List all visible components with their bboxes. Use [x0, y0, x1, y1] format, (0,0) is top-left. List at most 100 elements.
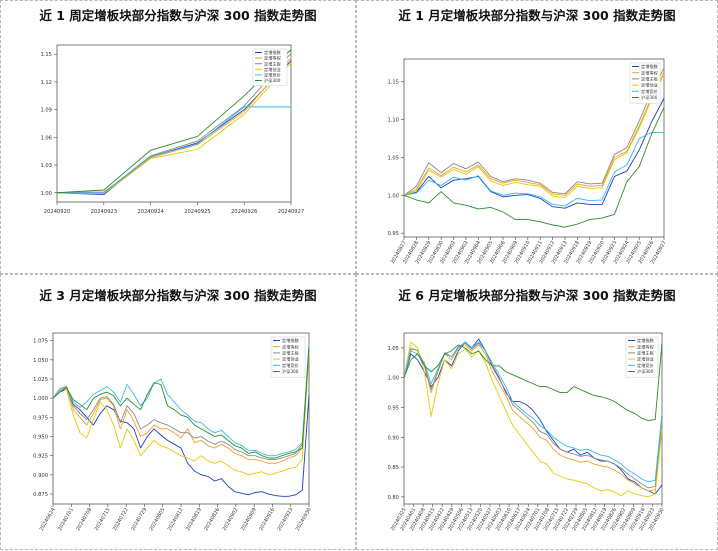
series-line [56, 62, 292, 195]
legend-label: 定增主板 [282, 350, 300, 357]
x-tick-label: 20240722 [112, 507, 130, 532]
legend-label: 沪深300 [641, 94, 658, 101]
chart-panel-6m: 近 6 月定增板块部分指数与沪深 300 指数走势图 0.80 0.85 0.90 0… [356, 274, 718, 550]
chart-panel-3m: 近 3 月定增板块部分指数与沪深 300 指数走势图 0.875 0.900 0.9… [0, 274, 356, 550]
series-line [403, 342, 663, 489]
x-tick-label: 20240805 [149, 507, 167, 532]
x-tick-label: 20240902 [222, 507, 240, 532]
line-chart-1w: 1.00 1.03 1.06 1.09 1.12 1.15 20240920 20240923… [40, 44, 304, 215]
plot-frame [56, 44, 292, 203]
legend-label: 定增竞价 [641, 88, 659, 95]
legend-box [270, 336, 306, 378]
y-tick-label: 0.875 [33, 492, 48, 498]
legend-box [629, 62, 661, 104]
y-tick-label: 0.975 [33, 415, 48, 421]
x-tick-label: 20240916 [258, 507, 276, 532]
y-tick-label: 1.10 [387, 118, 399, 124]
y-tick-label: 0.900 [33, 473, 48, 479]
y-tick-label: 1.025 [33, 377, 48, 383]
plot-frame [403, 332, 663, 505]
x-tick-label: 20240930 [295, 507, 313, 532]
legend-box [625, 336, 659, 378]
x-tick-label: 20240924 [137, 209, 164, 215]
series-line [403, 67, 665, 196]
y-tick-label: 1.12 [40, 80, 52, 86]
series-line [403, 71, 665, 196]
y-tick-label: 0.95 [387, 405, 399, 411]
legend-label: 沪深300 [637, 368, 654, 375]
legend-label: 定增创业 [637, 356, 654, 363]
chart-panel-1m: 近 1 月定增板块部分指数与沪深 300 指数走势图 0.95 1.00 1.05 1… [356, 0, 718, 274]
chart-title: 近 1 月定增板块部分指数与沪深 300 指数走势图 [398, 8, 676, 23]
x-tick-label: 20240923 [91, 209, 117, 215]
x-tick-label: 20240925 [184, 209, 210, 215]
x-tick-label: 20240729 [130, 507, 148, 532]
legend-label: 沪深300 [282, 368, 299, 375]
y-tick-label: 0.950 [33, 435, 48, 441]
series-line [52, 347, 310, 464]
legend-label: 定增指数 [282, 337, 300, 344]
plot-frame [403, 58, 665, 238]
y-tick-label: 1.06 [40, 135, 52, 141]
line-chart-6m: 0.800.850.900.951.001.052024032520240401… [387, 332, 666, 532]
legend-label: 定增主板 [637, 350, 655, 357]
x-tick-label: 20240715 [94, 507, 112, 532]
series-line [52, 352, 310, 476]
series-line [403, 132, 664, 207]
x-tick-label: 20240624 [39, 507, 57, 532]
y-tick-label: 0.80 [387, 495, 399, 501]
legend-box [252, 48, 288, 86]
x-tick-label: 20240819 [185, 507, 203, 532]
legend-label: 定增指数 [264, 49, 282, 56]
x-tick-label: 20240920 [44, 209, 70, 215]
legend-label: 定增主板 [641, 76, 659, 83]
series-line [403, 73, 665, 199]
series-line [52, 344, 310, 460]
x-tick-label: 20240923 [277, 507, 295, 532]
legend-label: 定增等权 [282, 343, 300, 350]
legend-label: 定增创业 [641, 82, 658, 89]
x-tick-label: 20240812 [167, 507, 185, 532]
series-line [403, 98, 665, 209]
y-tick-label: 1.15 [40, 52, 52, 58]
x-tick-label: 20240708 [75, 507, 93, 532]
legend-label: 沪深300 [264, 77, 281, 84]
y-tick-label: 1.15 [387, 80, 399, 86]
y-tick-label: 0.90 [387, 435, 399, 441]
y-tick-label: 1.05 [387, 155, 399, 161]
y-tick-label: 1.03 [40, 163, 52, 169]
chart-title: 近 1 周定增板块部分指数与沪深 300 指数走势图 [39, 8, 317, 23]
y-tick-label: 1.050 [33, 358, 48, 364]
y-tick-label: 1.05 [387, 346, 399, 352]
x-tick-label: 20240701 [57, 507, 75, 532]
series-line [403, 107, 665, 228]
y-tick-label: 1.00 [40, 191, 52, 197]
legend-label: 定增竞价 [282, 362, 300, 369]
plot-frame [52, 332, 310, 505]
legend-label: 定增等权 [637, 343, 655, 350]
legend-label: 定增等权 [264, 55, 282, 62]
series-line [56, 57, 292, 194]
legend-label: 定增指数 [641, 63, 659, 70]
series-line [52, 347, 310, 459]
x-tick-label: 20240926 [231, 209, 257, 215]
y-tick-label: 1.09 [40, 108, 52, 114]
legend-label: 定增竞价 [264, 72, 282, 79]
chart-title: 近 6 月定增板块部分指数与沪深 300 指数走势图 [398, 288, 676, 303]
chart-panel-1w: 近 1 周定增板块部分指数与沪深 300 指数走势图 1.00 1.03 1.06 1… [0, 0, 356, 274]
series-line [403, 338, 663, 495]
legend-label: 定增指数 [637, 337, 655, 344]
chart-title: 近 3 月定增板块部分指数与沪深 300 指数走势图 [39, 288, 317, 303]
y-tick-label: 0.925 [33, 454, 48, 460]
series-line [403, 341, 663, 498]
series-line [403, 344, 663, 492]
legend-label: 定增主板 [264, 60, 282, 67]
series-line [56, 49, 292, 194]
legend-label: 定增竞价 [637, 362, 655, 369]
legend-label: 定增等权 [641, 69, 659, 76]
series-line [52, 388, 310, 497]
series-line [57, 106, 291, 194]
y-tick-label: 1.075 [33, 339, 48, 345]
y-tick-label: 1.000 [33, 396, 48, 402]
legend-label: 定增创业 [282, 356, 299, 363]
